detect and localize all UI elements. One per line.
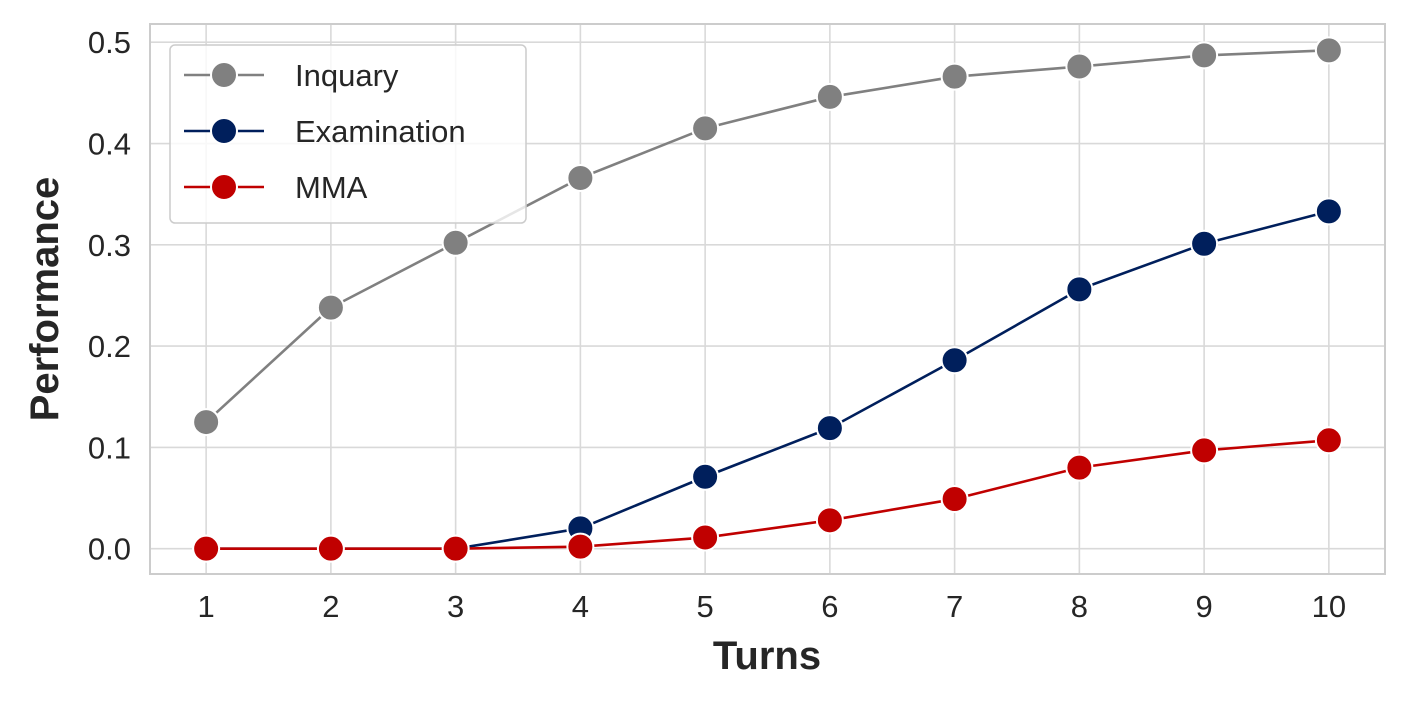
x-tick-label: 8 xyxy=(1071,589,1088,624)
x-tick-labels: 1 2 3 4 5 6 7 8 9 10 xyxy=(198,589,1347,624)
data-point-inquary xyxy=(192,408,221,437)
data-point-mma xyxy=(1190,436,1219,465)
data-point-mma xyxy=(815,506,844,535)
data-point-inquary xyxy=(815,82,844,111)
data-point-examination xyxy=(940,346,969,375)
data-point-inquary xyxy=(441,228,470,257)
data-point-mma xyxy=(441,534,470,563)
y-tick-labels: 0.0 0.1 0.2 0.3 0.4 0.5 xyxy=(88,25,131,566)
legend-item-examination: Examination xyxy=(184,114,466,149)
data-point-inquary xyxy=(316,293,345,322)
data-point-inquary xyxy=(1314,36,1343,65)
data-point-mma xyxy=(940,485,969,514)
y-axis-label: Performance xyxy=(23,177,67,422)
series-inquary xyxy=(192,36,1343,437)
legend-marker xyxy=(210,61,238,89)
x-tick-label: 2 xyxy=(322,589,339,624)
data-point-inquary xyxy=(1190,41,1219,70)
data-point-examination xyxy=(691,462,720,491)
x-tick-label: 7 xyxy=(946,589,963,624)
legend-box xyxy=(169,44,527,224)
data-point-mma xyxy=(1314,426,1343,455)
x-tick-label: 3 xyxy=(447,589,464,624)
legend-item-mma: MMA xyxy=(184,170,368,205)
data-point-mma xyxy=(316,534,345,563)
data-point-inquary xyxy=(566,163,595,192)
data-point-mma xyxy=(192,534,221,563)
series-line-inquary xyxy=(205,49,1329,424)
data-point-inquary xyxy=(691,114,720,143)
series-mma xyxy=(192,426,1343,563)
y-tick-label: 0.0 xyxy=(88,532,131,567)
x-tick-label: 10 xyxy=(1312,589,1346,624)
data-point-examination xyxy=(1190,229,1219,258)
y-tick-label: 0.3 xyxy=(88,228,131,263)
x-tick-label: 5 xyxy=(697,589,714,624)
data-point-mma xyxy=(691,523,720,552)
legend-label: Inquary xyxy=(295,58,399,93)
data-point-examination xyxy=(1065,275,1094,304)
series-line-examination xyxy=(206,210,1330,550)
legend-item-inquary: Inquary xyxy=(184,58,399,93)
legend-marker xyxy=(210,173,238,201)
x-tick-label: 1 xyxy=(198,589,215,624)
legend-label: Examination xyxy=(295,114,466,149)
data-point-mma xyxy=(1065,453,1094,482)
x-axis-label: Turns xyxy=(713,634,821,678)
x-tick-label: 4 xyxy=(572,589,589,624)
x-tick-label: 6 xyxy=(821,589,838,624)
plot-frame xyxy=(149,23,1386,575)
legend: Inquary Examination MMA xyxy=(169,44,527,224)
series-lines xyxy=(192,36,1343,563)
data-point-mma xyxy=(566,532,595,561)
series-line-mma xyxy=(206,439,1329,550)
y-tick-label: 0.5 xyxy=(88,25,131,60)
series-examination xyxy=(192,197,1343,563)
data-point-inquary xyxy=(1065,52,1094,81)
legend-marker xyxy=(210,117,238,145)
legend-label: MMA xyxy=(295,170,368,205)
y-tick-label: 0.1 xyxy=(88,430,131,465)
data-point-examination xyxy=(1314,197,1343,226)
y-tick-label: 0.2 xyxy=(88,329,131,364)
y-tick-label: 0.4 xyxy=(88,127,131,162)
data-point-examination xyxy=(815,414,844,443)
x-tick-label: 9 xyxy=(1195,589,1212,624)
data-point-inquary xyxy=(940,62,969,91)
